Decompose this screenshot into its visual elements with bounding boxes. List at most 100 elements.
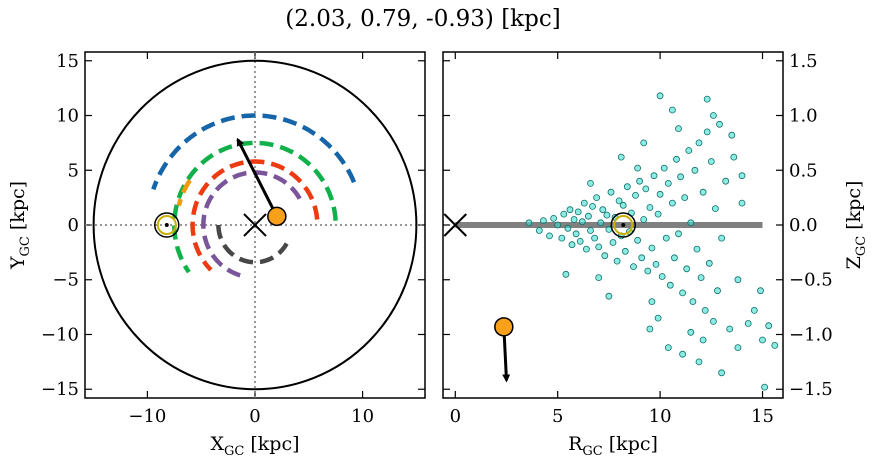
star-point <box>638 254 646 262</box>
right-xtick-label: 5 <box>552 406 563 427</box>
star-point <box>675 230 682 238</box>
left-ytick-label: 0 <box>68 215 79 236</box>
star-point <box>603 211 611 219</box>
star-point <box>550 214 557 222</box>
star-point <box>703 128 711 136</box>
star-point <box>621 247 629 255</box>
star-point <box>615 197 623 205</box>
star-point <box>540 217 547 225</box>
star-point <box>734 276 742 284</box>
left-xtick-label: 0 <box>249 406 260 427</box>
star-point <box>599 206 607 214</box>
star-point <box>681 194 689 202</box>
star-point <box>623 183 631 191</box>
spiral-arm <box>176 179 192 207</box>
star-point <box>583 245 590 253</box>
star-point <box>646 204 654 211</box>
star-point <box>642 185 650 193</box>
star-point <box>726 325 734 333</box>
velocity-arrow <box>236 137 279 218</box>
star-point <box>648 298 656 306</box>
star-point <box>646 325 654 333</box>
star-point <box>587 179 594 187</box>
star-point <box>687 328 695 336</box>
star-point <box>593 194 600 202</box>
star-point <box>730 153 738 161</box>
right-ytick-label: −0.5 <box>789 270 833 291</box>
left-panel-xy: −10 0 10 −15 −10 −5 0 5 10 15 XGC [kpc] YGC [kpc] <box>7 51 426 459</box>
star-point <box>691 166 699 174</box>
sun-marker-ring <box>613 215 634 235</box>
star-point <box>632 191 639 199</box>
star-point <box>666 281 674 289</box>
star-point <box>597 219 605 227</box>
boundary-circle <box>92 59 418 391</box>
star-point <box>630 263 637 271</box>
star-point <box>712 205 719 213</box>
star-point <box>607 188 615 196</box>
right-ytick-label: 1.5 <box>789 51 818 72</box>
star-point <box>605 292 613 300</box>
figure-title: (2.03, 0.79, -0.93) [kpc] <box>285 6 560 32</box>
star-point <box>677 173 684 181</box>
star-point <box>601 252 609 260</box>
star-point <box>591 234 598 242</box>
star-point <box>664 179 672 187</box>
object-marker <box>494 317 514 337</box>
star-point <box>697 274 705 282</box>
star-point <box>675 125 682 133</box>
right-plot-content <box>443 92 779 391</box>
star-point <box>716 120 723 128</box>
star-point <box>617 153 625 161</box>
star-point <box>578 218 586 226</box>
star-point <box>560 210 568 218</box>
star-point <box>671 254 678 262</box>
left-ytick-label: −5 <box>52 270 79 291</box>
star-point <box>771 341 779 349</box>
right-xtick-label: 15 <box>751 406 774 427</box>
star-point <box>587 227 594 234</box>
star-point <box>679 289 686 297</box>
star-point <box>554 221 562 229</box>
star-point <box>613 257 621 265</box>
star-point <box>728 131 736 139</box>
star-point <box>695 139 703 147</box>
star-point <box>650 172 658 180</box>
star-point <box>546 232 553 240</box>
star-point <box>566 206 574 214</box>
star-point <box>562 270 570 278</box>
star-point <box>689 298 697 306</box>
star-point <box>738 172 746 180</box>
left-ytick-label: 5 <box>68 160 79 181</box>
star-point <box>710 317 717 325</box>
star-point <box>634 236 641 244</box>
star-point <box>654 210 662 218</box>
star-point <box>648 244 656 252</box>
star-point <box>652 260 660 268</box>
sun-marker-dot <box>164 223 169 227</box>
star-point <box>585 212 592 220</box>
star-point <box>640 139 648 147</box>
left-ytick-label: 15 <box>56 51 79 72</box>
star-point <box>658 273 666 280</box>
star-point <box>750 306 758 314</box>
galactic-center-marker <box>443 213 467 237</box>
star-point <box>609 239 617 246</box>
star-point <box>699 336 707 344</box>
left-xtick-label: 10 <box>351 406 374 427</box>
star-point <box>705 259 713 267</box>
galactic-center-marker <box>243 213 267 237</box>
star-point <box>707 158 715 165</box>
star-point <box>699 188 707 196</box>
star-point <box>660 164 668 172</box>
right-x-axis-label: RGC [kpc] <box>568 433 658 459</box>
star-point <box>757 287 764 295</box>
star-point <box>656 92 664 100</box>
star-point <box>673 155 680 163</box>
spiral-arm <box>190 159 320 272</box>
spiral-arm <box>216 225 289 265</box>
star-point <box>669 199 676 207</box>
star-point <box>636 177 643 185</box>
star-point <box>535 227 543 234</box>
